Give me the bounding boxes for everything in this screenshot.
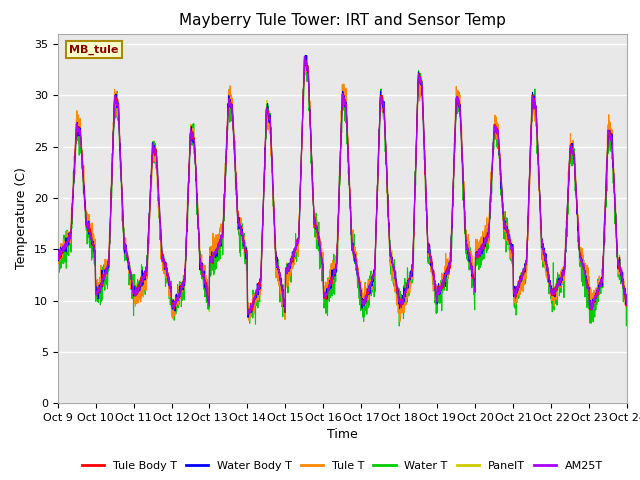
Text: MB_tule: MB_tule bbox=[69, 45, 118, 55]
Y-axis label: Temperature (C): Temperature (C) bbox=[15, 168, 28, 269]
X-axis label: Time: Time bbox=[327, 429, 358, 442]
Legend: Tule Body T, Water Body T, Tule T, Water T, PanelT, AM25T: Tule Body T, Water Body T, Tule T, Water… bbox=[77, 457, 607, 476]
Title: Mayberry Tule Tower: IRT and Sensor Temp: Mayberry Tule Tower: IRT and Sensor Temp bbox=[179, 13, 506, 28]
